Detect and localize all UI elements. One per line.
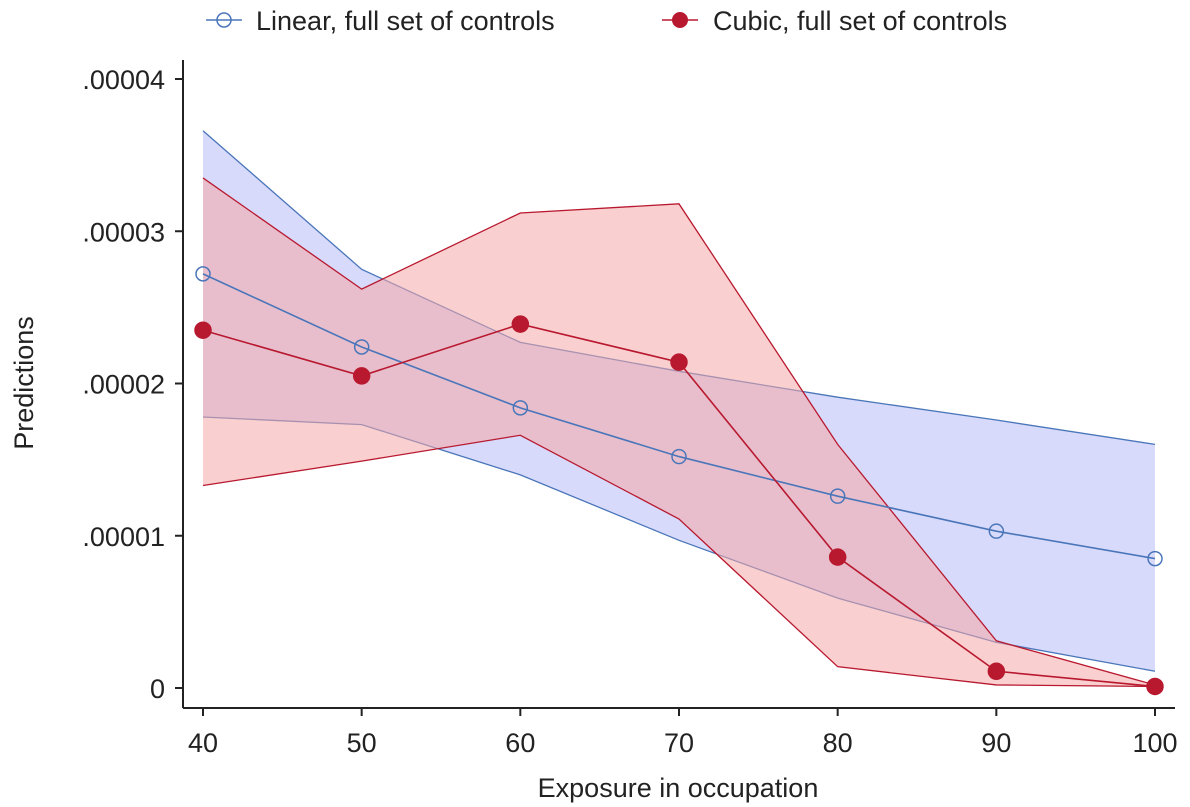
y-tick-label: 0: [150, 674, 165, 704]
linear-point: [671, 448, 687, 465]
y-tick-label: .00004: [82, 65, 165, 95]
y-tick-label: .00003: [82, 217, 165, 247]
linear-point: [195, 266, 211, 282]
legend-item-cubic: Cubic, full set of controls: [662, 6, 1007, 36]
linear-series-line: [202, 273, 1156, 560]
x-tick-label: 70: [664, 728, 694, 758]
linear-point: [353, 339, 370, 355]
cubic-ci-lower-line: [202, 434, 1156, 688]
x-ticks: 40 50 60 70 80 90 100: [188, 708, 1178, 758]
cubic-point: [511, 315, 530, 333]
x-tick-label: 40: [188, 728, 218, 758]
x-tick-label: 80: [823, 728, 853, 758]
axes: 0 .00001 .00002 .00003 .00004 40 50 60 70 80 90 10…: [82, 60, 1178, 758]
linear-point: [988, 523, 1005, 539]
legend-cubic-marker-swatch: [672, 12, 688, 28]
linear-point: [829, 488, 846, 504]
cubic-point: [987, 662, 1006, 681]
cubic-point: [828, 548, 847, 566]
cubic-ci-upper-line: [202, 177, 1156, 686]
y-axis-title: Predictions: [9, 316, 39, 450]
cubic-point: [352, 367, 371, 385]
cubic-point: [194, 321, 212, 339]
legend-label-linear: Linear, full set of controls: [256, 6, 555, 36]
plot-area: [194, 130, 1164, 696]
y-tick-label: .00002: [82, 370, 165, 400]
x-tick-label: 60: [505, 728, 535, 758]
legend-label-cubic: Cubic, full set of controls: [713, 6, 1007, 36]
linear-point: [512, 400, 529, 416]
cubic-ci-band: [203, 177, 1155, 687]
legend-linear-marker-swatch: [216, 12, 232, 28]
linear-point: [1147, 550, 1163, 567]
y-tick-label: .00001: [82, 522, 165, 552]
cubic-point: [670, 353, 688, 371]
cubic-point: [1146, 677, 1164, 696]
x-tick-label: 90: [981, 728, 1011, 758]
x-axis-title: Exposure in occupation: [538, 773, 819, 803]
x-tick-label: 50: [347, 728, 377, 758]
x-tick-label: 100: [1132, 728, 1177, 758]
y-ticks: 0 .00001 .00002 .00003 .00004: [82, 65, 183, 704]
legend: Linear, full set of controls Cubic, full…: [206, 6, 1007, 36]
legend-item-linear: Linear, full set of controls: [206, 6, 555, 36]
